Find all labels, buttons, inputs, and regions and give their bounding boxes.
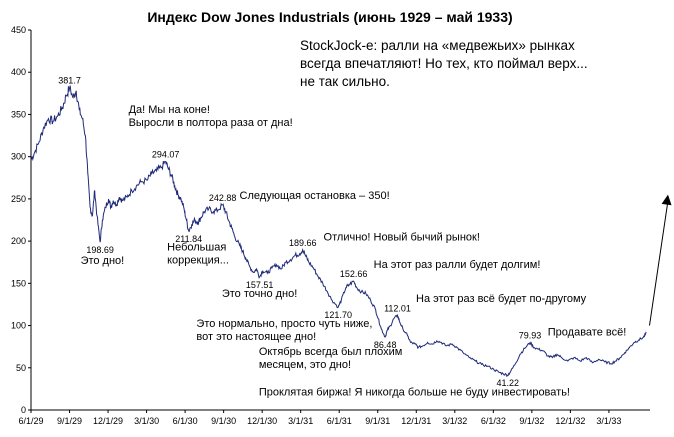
- annotation-line: месяцем, это дно!: [259, 359, 351, 371]
- quote-block: StockJock-е: ралли на «медвежьих» рынках…: [300, 38, 588, 89]
- annotation: Это точно дно!: [222, 288, 297, 300]
- y-tick-label: 50: [16, 363, 26, 373]
- quote-line: StockJock-е: ралли на «медвежьих» рынках: [300, 38, 575, 53]
- point-label: 79.93: [519, 331, 542, 341]
- annotation-line: Это нормально, просто чуть ниже,: [196, 318, 372, 330]
- point-label: 157.51: [246, 280, 274, 290]
- chart-title: Индекс Dow Jones Industrials (июнь 1929 …: [147, 9, 512, 25]
- point-label: 198.69: [86, 245, 114, 255]
- point-label: 294.07: [152, 150, 180, 160]
- x-tick-label: 12/1/29: [93, 416, 123, 426]
- annotation: На этот раз ралли будет долгим!: [374, 259, 541, 271]
- annotation: Это дно!: [81, 255, 125, 267]
- x-tick-label: 6/1/29: [18, 416, 43, 426]
- annotation: Это нормально, просто чуть ниже,вот это …: [196, 318, 372, 343]
- y-tick-label: 300: [11, 152, 26, 162]
- x-tick-label: 6/1/32: [481, 416, 506, 426]
- point-label: 41.22: [496, 378, 519, 388]
- y-tick-label: 350: [11, 109, 26, 119]
- annotation: Отлично! Новый бычий рынок!: [324, 231, 480, 243]
- annotation-line: вот это настоящее дно!: [196, 331, 316, 343]
- y-tick-label: 150: [11, 278, 26, 288]
- point-labels: 381.7 198.69 294.07 211.84 242.88 157.51 189.6…: [58, 76, 541, 389]
- y-tick-label: 200: [11, 236, 26, 246]
- point-label: 381.7: [58, 76, 81, 86]
- annotation: Продавате всё!: [548, 327, 627, 339]
- annotation-line: Проклятая биржа! Я никогда больше не буд…: [259, 387, 570, 399]
- annotation: Следующая остановка – 350!: [240, 190, 390, 202]
- x-tick-label: 9/1/31: [365, 416, 390, 426]
- point-label: 112.01: [384, 303, 411, 313]
- annotation-line: Следующая остановка – 350!: [240, 190, 390, 202]
- annotation-line: Это дно!: [81, 255, 125, 267]
- y-tick-label: 400: [11, 67, 26, 77]
- quote-line: всегда впечатляют! Но тех, кто поймал ве…: [300, 56, 588, 71]
- y-tick-label: 100: [11, 321, 26, 331]
- annotation: Небольшаякоррекция...: [167, 241, 229, 266]
- point-label: 121.70: [324, 310, 352, 320]
- x-tick-label: 3/1/31: [288, 416, 313, 426]
- annotation: Проклятая биржа! Я никогда больше не буд…: [259, 387, 570, 399]
- x-tick-label: 9/1/29: [57, 416, 82, 426]
- y-tick-label: 250: [11, 194, 26, 204]
- x-tick-label: 6/1/31: [327, 416, 352, 426]
- annotation-line: На этот раз всё будет по-другому: [416, 293, 587, 305]
- x-tick-label: 12/1/32: [555, 416, 585, 426]
- annotations: Это дно! Да! Мы на коне!Выросли в полтора…: [81, 104, 627, 399]
- annotation-line: Это точно дно!: [222, 288, 297, 300]
- annotation-line: Продавате всё!: [548, 327, 627, 339]
- point-label: 189.66: [289, 238, 317, 248]
- point-label: 86.48: [374, 340, 397, 350]
- annotation: Да! Мы на коне!Выросли в полтора раза от…: [129, 104, 293, 129]
- x-tick-label: 9/1/32: [519, 416, 544, 426]
- x-tick-label: 12/1/30: [247, 416, 277, 426]
- point-label: 242.88: [209, 193, 237, 203]
- axes: 0 50 100 150 200 250 300 350 400 450 6/1/29 9/1/29 1…: [11, 25, 650, 426]
- quote-line: не так сильно.: [300, 74, 390, 89]
- annotation-line: Выросли в полтора раза от дна!: [129, 117, 293, 129]
- series-line-djia: [30, 85, 647, 378]
- x-tick-label: 9/1/30: [211, 416, 236, 426]
- annotation-line: Да! Мы на коне!: [129, 104, 210, 116]
- annotation-line: Небольшая: [167, 241, 226, 253]
- y-tick-label: 0: [21, 405, 26, 415]
- annotation-line: На этот раз ралли будет долгим!: [374, 259, 541, 271]
- series-group: [30, 85, 647, 378]
- annotation-line: Октябрь всегда был плохим: [259, 346, 403, 358]
- annotation: На этот раз всё будет по-другому: [416, 293, 587, 305]
- x-tick-label: 3/1/33: [596, 416, 621, 426]
- arrow-shaft: [648, 200, 669, 326]
- point-label: 211.84: [175, 234, 202, 244]
- y-tick-label: 450: [11, 25, 26, 35]
- x-tick-label: 3/1/32: [442, 416, 467, 426]
- point-label: 152.66: [340, 269, 368, 279]
- upward-arrow: [648, 194, 672, 326]
- x-tick-label: 3/1/30: [134, 416, 159, 426]
- x-tick-label: 12/1/31: [401, 416, 431, 426]
- x-tick-label: 6/1/30: [173, 416, 198, 426]
- annotation-line: коррекция...: [167, 254, 229, 266]
- arrow-head: [661, 194, 672, 206]
- annotation-line: Отлично! Новый бычий рынок!: [324, 231, 480, 243]
